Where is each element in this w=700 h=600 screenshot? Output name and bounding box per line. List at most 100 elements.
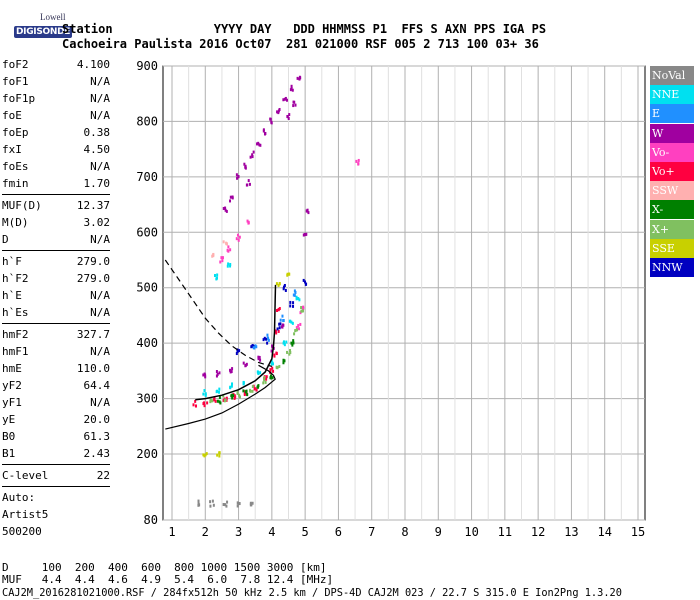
echo-point-e — [279, 318, 282, 322]
echo-point-vo- — [357, 158, 360, 162]
echo-point-vo- — [219, 260, 222, 264]
echo-point-sse — [275, 282, 278, 286]
param-key: h`Es — [2, 306, 29, 319]
echo-point-vo- — [277, 308, 280, 312]
param-key: foE — [2, 109, 22, 122]
echo-point-nne — [298, 298, 301, 302]
param-row: fmin 1.70 — [2, 175, 110, 192]
echo-point-vo- — [302, 306, 305, 310]
echo-point-x- — [302, 309, 305, 313]
echo-point-e — [293, 293, 296, 297]
echo-point-w — [229, 368, 232, 372]
legend-item-sse: SSE — [650, 238, 694, 258]
echo-point-w — [262, 129, 265, 133]
y-tick-label: 600 — [136, 225, 158, 239]
echo-point-noval — [211, 499, 214, 503]
param-value: 279.0 — [76, 272, 110, 285]
echo-point-vo- — [301, 306, 304, 310]
echo-point-vo- — [229, 248, 232, 252]
echo-point-w — [242, 361, 245, 365]
echo-point-nne — [295, 297, 298, 301]
param-key: MUF(D) — [2, 199, 42, 212]
echo-point-w — [259, 358, 262, 362]
echo-point-nnw — [235, 352, 238, 356]
echo-point-x- — [218, 400, 221, 404]
echo-point-vo- — [277, 329, 280, 333]
echo-point-w — [230, 370, 233, 374]
y-tick-label: 300 — [136, 392, 158, 406]
echo-point-vo- — [238, 235, 241, 239]
echo-point-nne — [271, 361, 274, 365]
param-separator — [2, 486, 110, 487]
echo-point-nnw — [292, 304, 295, 308]
echo-point-nnw — [279, 322, 282, 326]
echo-point-e — [292, 293, 295, 297]
param-row: D N/A — [2, 231, 110, 248]
echo-point-nne — [229, 385, 232, 389]
echo-point-noval — [249, 501, 252, 505]
echo-point-vo- — [253, 387, 256, 391]
echo-point-w — [202, 373, 205, 377]
legend-item-noval: NoVal — [650, 66, 694, 85]
echo-point-w — [215, 370, 218, 374]
echo-point-x- — [256, 385, 259, 389]
param-row: M(D) 3.02 — [2, 214, 110, 231]
echo-point-x- — [218, 396, 221, 400]
param-separator — [2, 464, 110, 465]
echo-point-w — [218, 371, 221, 375]
echo-point-x- — [300, 306, 303, 310]
echo-point-vo- — [227, 245, 230, 249]
echo-point-ssw — [222, 240, 225, 244]
y-tick-label: 900 — [136, 59, 158, 73]
echo-point-x- — [278, 364, 281, 368]
echo-point-nnw — [236, 350, 239, 354]
echo-point-sse — [216, 453, 219, 457]
echo-point-vo- — [297, 327, 300, 331]
echo-point-nne — [203, 389, 206, 393]
echo-point-x- — [294, 329, 297, 333]
param-key: yE — [2, 413, 16, 426]
echo-point-w — [258, 355, 261, 359]
echo-point-vo- — [194, 399, 197, 403]
echo-point-vo- — [237, 238, 240, 242]
param-value: 61.3 — [83, 430, 111, 443]
echo-point-sse — [288, 272, 291, 276]
param-row: h`Es N/A — [2, 304, 110, 321]
echo-point-sse — [218, 454, 221, 458]
echo-point-w — [216, 372, 219, 376]
echo-point-nne — [204, 393, 207, 397]
echo-point-vo- — [214, 399, 217, 403]
y-tick-label: 700 — [136, 170, 158, 184]
param-value: N/A — [90, 160, 110, 173]
param-value: 20.0 — [83, 413, 111, 426]
muf-value-line: MUF 4.4 4.4 4.6 4.9 5.4 6.0 7.8 12.4 [MH… — [2, 573, 334, 586]
echo-point-w — [249, 155, 252, 159]
param-key: yF1 — [2, 396, 22, 409]
echo-point-w — [307, 211, 310, 215]
echo-point-noval — [209, 504, 212, 508]
echo-point-vo- — [202, 402, 205, 406]
header-line-1: Station YYYY DAY DDD HHMMSS P1 FFS S AXN… — [62, 22, 547, 36]
echo-point-nne — [288, 319, 291, 323]
param-key: foF1p — [2, 92, 36, 105]
echo-point-w — [259, 143, 262, 147]
x-tick-label: 8 — [401, 525, 408, 539]
echo-point-sse — [218, 451, 221, 455]
echo-point-w — [237, 175, 240, 179]
echo-point-nne — [259, 371, 262, 375]
echo-point-w — [204, 375, 207, 379]
echo-point-w — [245, 362, 248, 366]
echo-point-nnw — [305, 282, 308, 286]
echo-point-x- — [251, 385, 254, 389]
echo-point-vo- — [243, 393, 246, 397]
echo-point-nne — [256, 370, 259, 374]
echo-point-sse — [278, 282, 281, 286]
echo-point-nne — [216, 389, 219, 393]
param-value: N/A — [90, 289, 110, 302]
echo-point-w — [269, 117, 272, 121]
param-key: h`E — [2, 289, 22, 302]
echo-point-noval — [251, 501, 254, 505]
param-row: hmF2 327.7 — [2, 326, 110, 343]
echo-point-x- — [262, 381, 265, 385]
